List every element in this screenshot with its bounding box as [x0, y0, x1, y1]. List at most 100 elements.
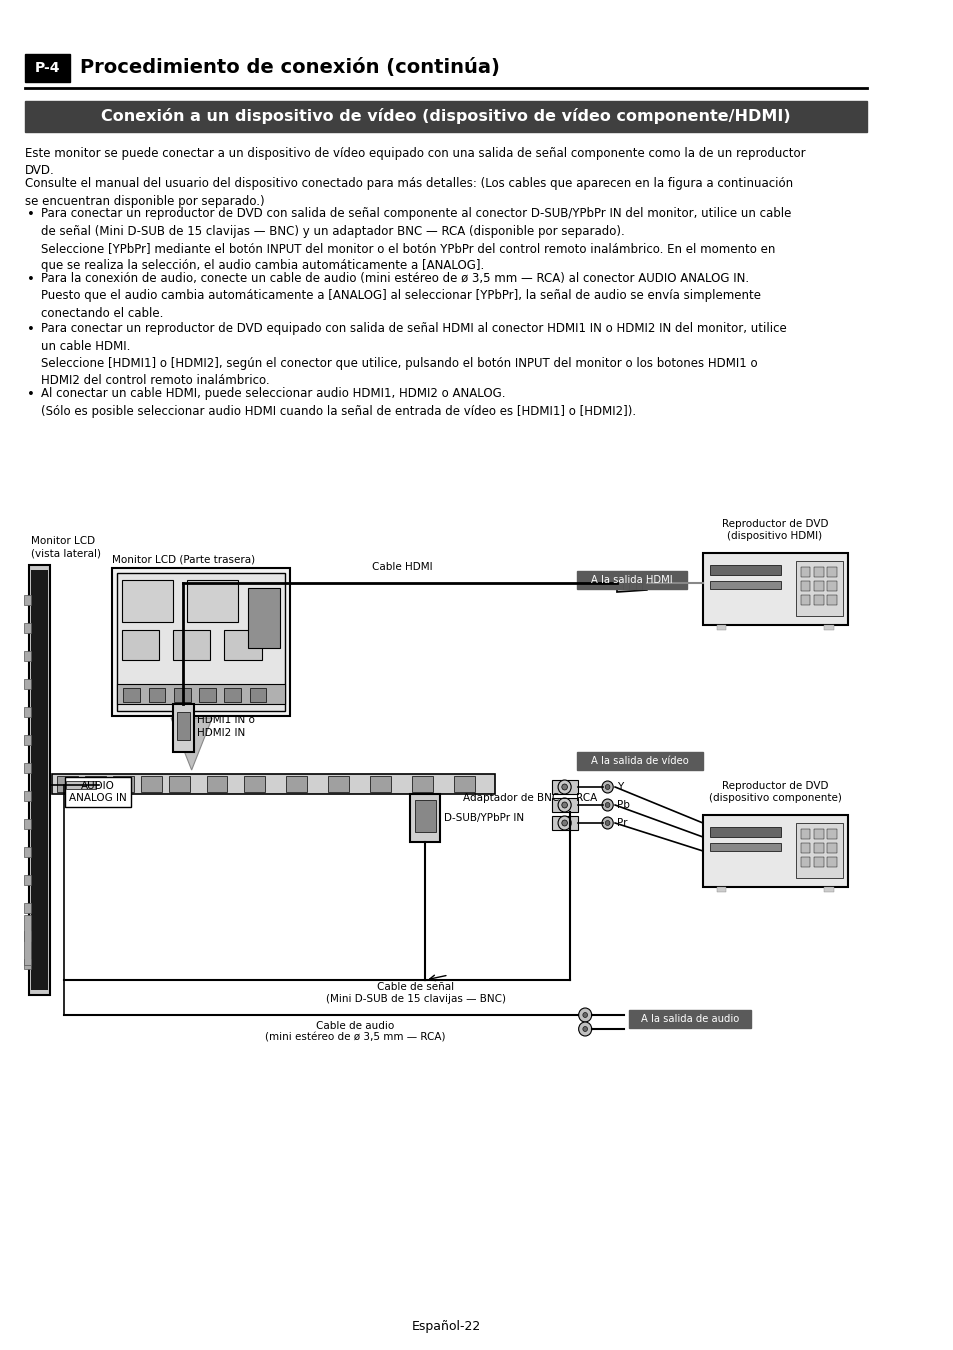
Bar: [826, 842, 836, 853]
Bar: [454, 776, 475, 792]
Bar: [370, 776, 391, 792]
Bar: [801, 595, 810, 605]
Circle shape: [558, 780, 571, 794]
Bar: [702, 815, 847, 887]
Circle shape: [582, 1012, 587, 1018]
Bar: [30, 570, 48, 990]
Bar: [24, 846, 30, 857]
Bar: [24, 707, 30, 717]
Bar: [286, 776, 306, 792]
Text: P-4: P-4: [35, 61, 60, 76]
Bar: [796, 562, 842, 616]
Text: Para conectar un reproductor de DVD con salida de señal componente al conector D: Para conectar un reproductor de DVD con …: [41, 207, 791, 273]
Bar: [710, 566, 780, 575]
Circle shape: [561, 819, 567, 826]
Text: Cable de audio: Cable de audio: [315, 1021, 394, 1031]
Bar: [801, 829, 810, 838]
Text: Adaptador de BNC — RCA: Adaptador de BNC — RCA: [462, 792, 597, 803]
Bar: [826, 580, 836, 591]
Text: Procedimiento de conexión (continúa): Procedimiento de conexión (continúa): [80, 58, 499, 77]
Bar: [24, 791, 30, 801]
Bar: [801, 842, 810, 853]
Bar: [24, 903, 30, 913]
Bar: [813, 857, 822, 867]
Bar: [801, 857, 810, 867]
Bar: [823, 625, 833, 630]
Bar: [410, 794, 440, 842]
Bar: [199, 688, 215, 702]
Text: Monitor LCD (Parte trasera): Monitor LCD (Parte trasera): [112, 554, 255, 564]
Bar: [29, 566, 50, 995]
Text: Conexión a un dispositivo de vídeo (dispositivo de vídeo componente/HDMI): Conexión a un dispositivo de vídeo (disp…: [101, 108, 790, 124]
Bar: [113, 776, 133, 792]
Bar: [24, 931, 30, 941]
Text: Para la conexión de audio, conecte un cable de audio (mini estéreo de ø 3,5 mm —: Para la conexión de audio, conecte un ca…: [41, 271, 760, 320]
Polygon shape: [171, 718, 212, 770]
Text: •: •: [27, 387, 35, 401]
Bar: [813, 842, 822, 853]
Bar: [24, 819, 30, 829]
Bar: [24, 651, 30, 661]
Bar: [24, 915, 30, 965]
Bar: [169, 776, 190, 792]
Bar: [24, 958, 30, 969]
Text: (Mini D-SUB de 15 clavijas — BNC): (Mini D-SUB de 15 clavijas — BNC): [326, 994, 505, 1004]
Circle shape: [561, 802, 567, 809]
Bar: [250, 688, 266, 702]
Text: Monitor LCD: Monitor LCD: [30, 536, 95, 545]
Bar: [412, 776, 433, 792]
Text: (dispositivo HDMI): (dispositivo HDMI): [726, 531, 821, 541]
Bar: [24, 734, 30, 745]
Text: A la salida de vídeo: A la salida de vídeo: [590, 756, 687, 765]
Bar: [801, 580, 810, 591]
Bar: [24, 679, 30, 688]
Bar: [172, 703, 193, 752]
Bar: [813, 595, 822, 605]
Bar: [24, 595, 30, 605]
Bar: [813, 829, 822, 838]
Text: Este monitor se puede conectar a un dispositivo de vídeo equipado con una salida: Este monitor se puede conectar a un disp…: [25, 147, 805, 177]
Circle shape: [558, 798, 571, 811]
Text: Reproductor de DVD: Reproductor de DVD: [720, 518, 827, 529]
Bar: [244, 776, 264, 792]
Text: Pb: Pb: [617, 801, 629, 810]
Circle shape: [604, 821, 609, 825]
Circle shape: [578, 1008, 591, 1022]
Text: Español-22: Español-22: [411, 1320, 480, 1332]
Text: Para conectar un reproductor de DVD equipado con salida de señal HDMI al conecto: Para conectar un reproductor de DVD equi…: [41, 323, 786, 387]
Bar: [141, 776, 162, 792]
Bar: [116, 572, 285, 711]
Bar: [24, 763, 30, 774]
Text: A la salida HDMI: A la salida HDMI: [591, 575, 672, 585]
Text: •: •: [27, 208, 35, 221]
Bar: [67, 782, 96, 788]
Bar: [551, 815, 578, 830]
Bar: [57, 776, 77, 792]
Bar: [551, 798, 578, 811]
Bar: [551, 780, 578, 794]
Bar: [813, 567, 822, 576]
Text: Cable de señal: Cable de señal: [377, 981, 454, 992]
Bar: [717, 887, 725, 892]
Bar: [826, 595, 836, 605]
Circle shape: [601, 799, 613, 811]
Bar: [710, 828, 780, 837]
Bar: [25, 54, 70, 82]
Bar: [248, 589, 280, 648]
Text: (mini estéreo de ø 3,5 mm — RCA): (mini estéreo de ø 3,5 mm — RCA): [265, 1033, 445, 1044]
Bar: [112, 568, 290, 716]
Text: Pr: Pr: [617, 818, 627, 828]
Polygon shape: [617, 574, 646, 593]
Bar: [577, 752, 702, 769]
Bar: [52, 774, 495, 794]
Circle shape: [561, 784, 567, 790]
Bar: [813, 580, 822, 591]
Bar: [66, 778, 131, 807]
Text: (vista lateral): (vista lateral): [30, 548, 101, 558]
Bar: [24, 875, 30, 886]
Bar: [173, 688, 191, 702]
Bar: [710, 842, 780, 850]
Bar: [823, 887, 833, 892]
Bar: [224, 630, 261, 660]
Bar: [176, 711, 190, 740]
